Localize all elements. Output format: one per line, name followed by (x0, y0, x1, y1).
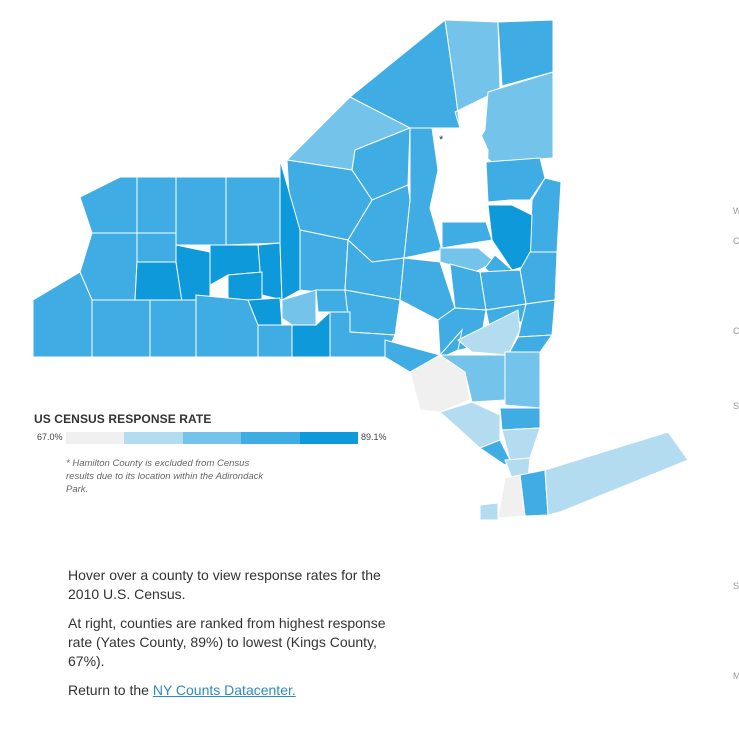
edge-label: W (733, 206, 739, 216)
county-putnam[interactable] (504, 351, 541, 409)
county-erie[interactable] (79, 232, 138, 301)
county-montgomery[interactable] (439, 247, 496, 273)
datacenter-link[interactable]: NY Counts Datacenter. (152, 682, 296, 698)
return-line: Return to the NY Counts Datacenter. (68, 681, 398, 700)
county-orleans[interactable] (136, 176, 177, 234)
legend-title: US CENSUS RESPONSE RATE (34, 412, 212, 426)
county-kings[interactable] (497, 474, 526, 519)
hover-instructions: Hover over a county to view response rat… (68, 567, 381, 602)
county-chautauqua[interactable] (32, 271, 93, 358)
county-broome[interactable] (329, 311, 396, 358)
county-livingston[interactable] (175, 244, 211, 303)
county-richmond[interactable] (479, 502, 499, 521)
edge-label: C (733, 236, 739, 246)
county-niagara[interactable] (79, 176, 138, 234)
legend-swatch (66, 432, 125, 444)
county-fulton[interactable] (441, 221, 493, 249)
county-monroe[interactable] (175, 176, 227, 246)
ranking-description: At right, counties are ranked from highe… (68, 615, 386, 669)
legend-swatch (299, 432, 359, 444)
county-allegany[interactable] (149, 299, 197, 358)
county-albany[interactable] (479, 269, 527, 311)
county-nassau-suffolk[interactable] (544, 431, 689, 516)
county-orange-south[interactable] (438, 354, 509, 403)
county-rockland[interactable] (439, 401, 501, 449)
legend-swatch (241, 432, 300, 444)
county-cayuga[interactable] (279, 159, 301, 301)
county-rensselaer[interactable] (519, 251, 558, 305)
return-prefix: Return to the (68, 682, 153, 698)
county-orange[interactable] (457, 309, 521, 356)
county-onondaga[interactable] (299, 229, 349, 293)
county-genesee[interactable] (136, 232, 177, 263)
legend-color-bar (66, 432, 359, 444)
county-westchester[interactable] (499, 407, 541, 431)
county-steuben[interactable] (195, 294, 259, 358)
legend-swatch (182, 432, 242, 444)
info-panel: Hover over a county to view response rat… (68, 566, 398, 710)
legend-swatch (124, 432, 183, 444)
county-cattaraugus[interactable] (91, 299, 151, 358)
county-chemung[interactable] (257, 324, 293, 358)
county-wayne[interactable] (225, 176, 281, 246)
edge-label: S (733, 401, 739, 411)
legend-min-label: 67.0% (37, 432, 63, 442)
edge-label: M (733, 671, 739, 681)
edge-label: C (733, 326, 739, 336)
legend-max-label: 89.1% (361, 432, 387, 442)
county-schoharie[interactable] (449, 263, 487, 311)
edge-label: S (733, 581, 739, 591)
county-wyoming[interactable] (134, 261, 183, 301)
hamilton-footnote: * Hamilton County is excluded from Censu… (66, 458, 264, 495)
excluded-marker: * (439, 134, 444, 146)
county-warren[interactable] (485, 157, 546, 203)
county-otsego[interactable] (399, 257, 456, 321)
